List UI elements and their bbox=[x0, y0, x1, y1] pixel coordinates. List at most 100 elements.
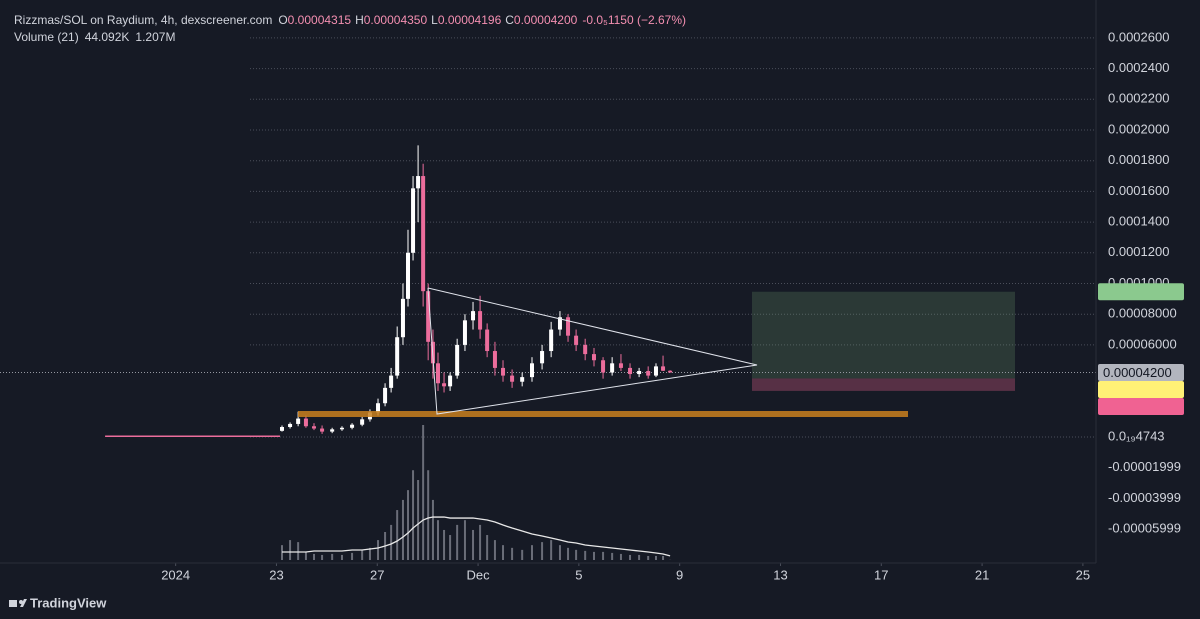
candle-body bbox=[529, 363, 534, 378]
volume-bar bbox=[511, 547, 514, 560]
y-tick-label: 0.0₁₉4743 bbox=[1108, 428, 1165, 443]
volume-bar bbox=[417, 480, 420, 560]
y-tick-label: -0.00001999 bbox=[1108, 459, 1181, 474]
volume-bar bbox=[502, 545, 505, 560]
candle-body bbox=[448, 375, 453, 387]
volume-bar bbox=[422, 425, 425, 560]
triangle bbox=[427, 287, 758, 415]
legend-o-label: O bbox=[278, 13, 287, 27]
candle-body bbox=[485, 329, 490, 352]
candle-body bbox=[478, 311, 483, 330]
volume-ma bbox=[282, 516, 671, 557]
x-tick-label: 5 bbox=[575, 567, 582, 582]
candle-body bbox=[360, 419, 365, 425]
candle-body bbox=[330, 429, 335, 432]
candle-body bbox=[661, 366, 666, 371]
candle-body bbox=[376, 403, 381, 413]
candle-body bbox=[455, 344, 460, 376]
candle-body bbox=[610, 363, 615, 373]
y-tick-label: 0.0002400 bbox=[1108, 60, 1169, 75]
x-tick-label: 23 bbox=[269, 567, 283, 582]
price-label-bg bbox=[1098, 283, 1184, 301]
legend-c: 0.00004200 bbox=[514, 13, 578, 27]
candle-body bbox=[406, 252, 411, 299]
price-label-bg bbox=[1098, 381, 1184, 399]
y-tick-label: 0.0002000 bbox=[1108, 121, 1169, 136]
candle-body bbox=[296, 418, 301, 424]
target-zone bbox=[752, 291, 1015, 379]
volume-bar bbox=[530, 545, 533, 560]
volume-ma-value: 1.207M bbox=[135, 30, 175, 44]
volume-bar bbox=[567, 547, 570, 560]
volume-bar bbox=[619, 553, 622, 560]
volume-bar bbox=[368, 547, 371, 560]
y-tick-label: 0.0002200 bbox=[1108, 91, 1169, 106]
volume-bar bbox=[662, 555, 665, 560]
volume-bar bbox=[377, 540, 380, 560]
legend-h: 0.00004350 bbox=[364, 13, 428, 27]
price-label-bg bbox=[1098, 398, 1184, 416]
volume-bar bbox=[629, 554, 632, 560]
volume-label: Volume (21) bbox=[14, 30, 79, 44]
y-tick-label: 0.0001200 bbox=[1108, 244, 1169, 259]
volume-bar bbox=[592, 551, 595, 560]
brand[interactable]: TradingView bbox=[30, 595, 107, 610]
candle-body bbox=[389, 375, 394, 388]
volume-bar bbox=[550, 540, 553, 560]
candle-body bbox=[601, 360, 606, 373]
volume-bar bbox=[401, 499, 404, 560]
volume-bar bbox=[431, 499, 434, 560]
volume-legend: Volume (21) 44.092K 1.207M bbox=[14, 30, 175, 44]
candle-body bbox=[442, 383, 447, 387]
candle-body bbox=[549, 329, 554, 352]
volume-bar bbox=[493, 540, 496, 560]
candle-body bbox=[637, 370, 642, 375]
candle-body bbox=[312, 426, 317, 429]
volume-bar bbox=[427, 470, 430, 560]
volume-bar bbox=[351, 552, 354, 560]
volume-bar bbox=[486, 535, 489, 560]
volume-bar bbox=[647, 555, 650, 560]
x-tick-label: 13 bbox=[773, 567, 787, 582]
legend-h-label: H bbox=[355, 13, 364, 27]
volume-bar bbox=[521, 549, 524, 560]
volume-bar bbox=[443, 529, 446, 560]
legend-l-label: L bbox=[431, 13, 438, 27]
candle-body bbox=[395, 337, 400, 376]
legend-title: Rizzmas/SOL on Raydium, 4h, dexscreener.… bbox=[14, 13, 272, 27]
volume-bar bbox=[463, 520, 466, 560]
volume-bar bbox=[436, 520, 439, 560]
candle-body bbox=[462, 320, 467, 345]
candle-body bbox=[492, 351, 497, 368]
volume-bar bbox=[558, 545, 561, 560]
candle-body bbox=[400, 298, 405, 338]
volume-bar bbox=[407, 490, 410, 560]
x-tick-label: 21 bbox=[975, 567, 989, 582]
volume-bar bbox=[479, 524, 482, 560]
candle-body bbox=[383, 387, 388, 404]
volume-bar bbox=[289, 540, 292, 560]
legend-c-label: C bbox=[505, 13, 514, 27]
y-tick-label: -0.00005999 bbox=[1108, 521, 1181, 536]
volume-bar bbox=[472, 529, 475, 560]
candle-body bbox=[520, 377, 525, 382]
x-tick-label: 2024 bbox=[161, 567, 190, 582]
y-tick-label: 0.0001800 bbox=[1108, 152, 1169, 167]
candle-body bbox=[416, 176, 421, 189]
candle-body bbox=[510, 375, 515, 382]
candle-body bbox=[574, 335, 579, 345]
y-tick-label: 0.00008000 bbox=[1108, 306, 1177, 321]
volume-bar bbox=[390, 524, 393, 560]
plot bbox=[0, 37, 1096, 566]
volume-bar bbox=[331, 553, 334, 560]
legend-o: 0.00004315 bbox=[288, 13, 352, 27]
volume-bar bbox=[456, 524, 459, 560]
candle-body bbox=[628, 367, 633, 375]
volume-bar bbox=[611, 552, 614, 560]
logo bbox=[9, 599, 27, 607]
stop-zone bbox=[752, 378, 1015, 391]
legend-l: 0.00004196 bbox=[438, 13, 502, 27]
y-tick-label: -0.00003999 bbox=[1108, 490, 1181, 505]
